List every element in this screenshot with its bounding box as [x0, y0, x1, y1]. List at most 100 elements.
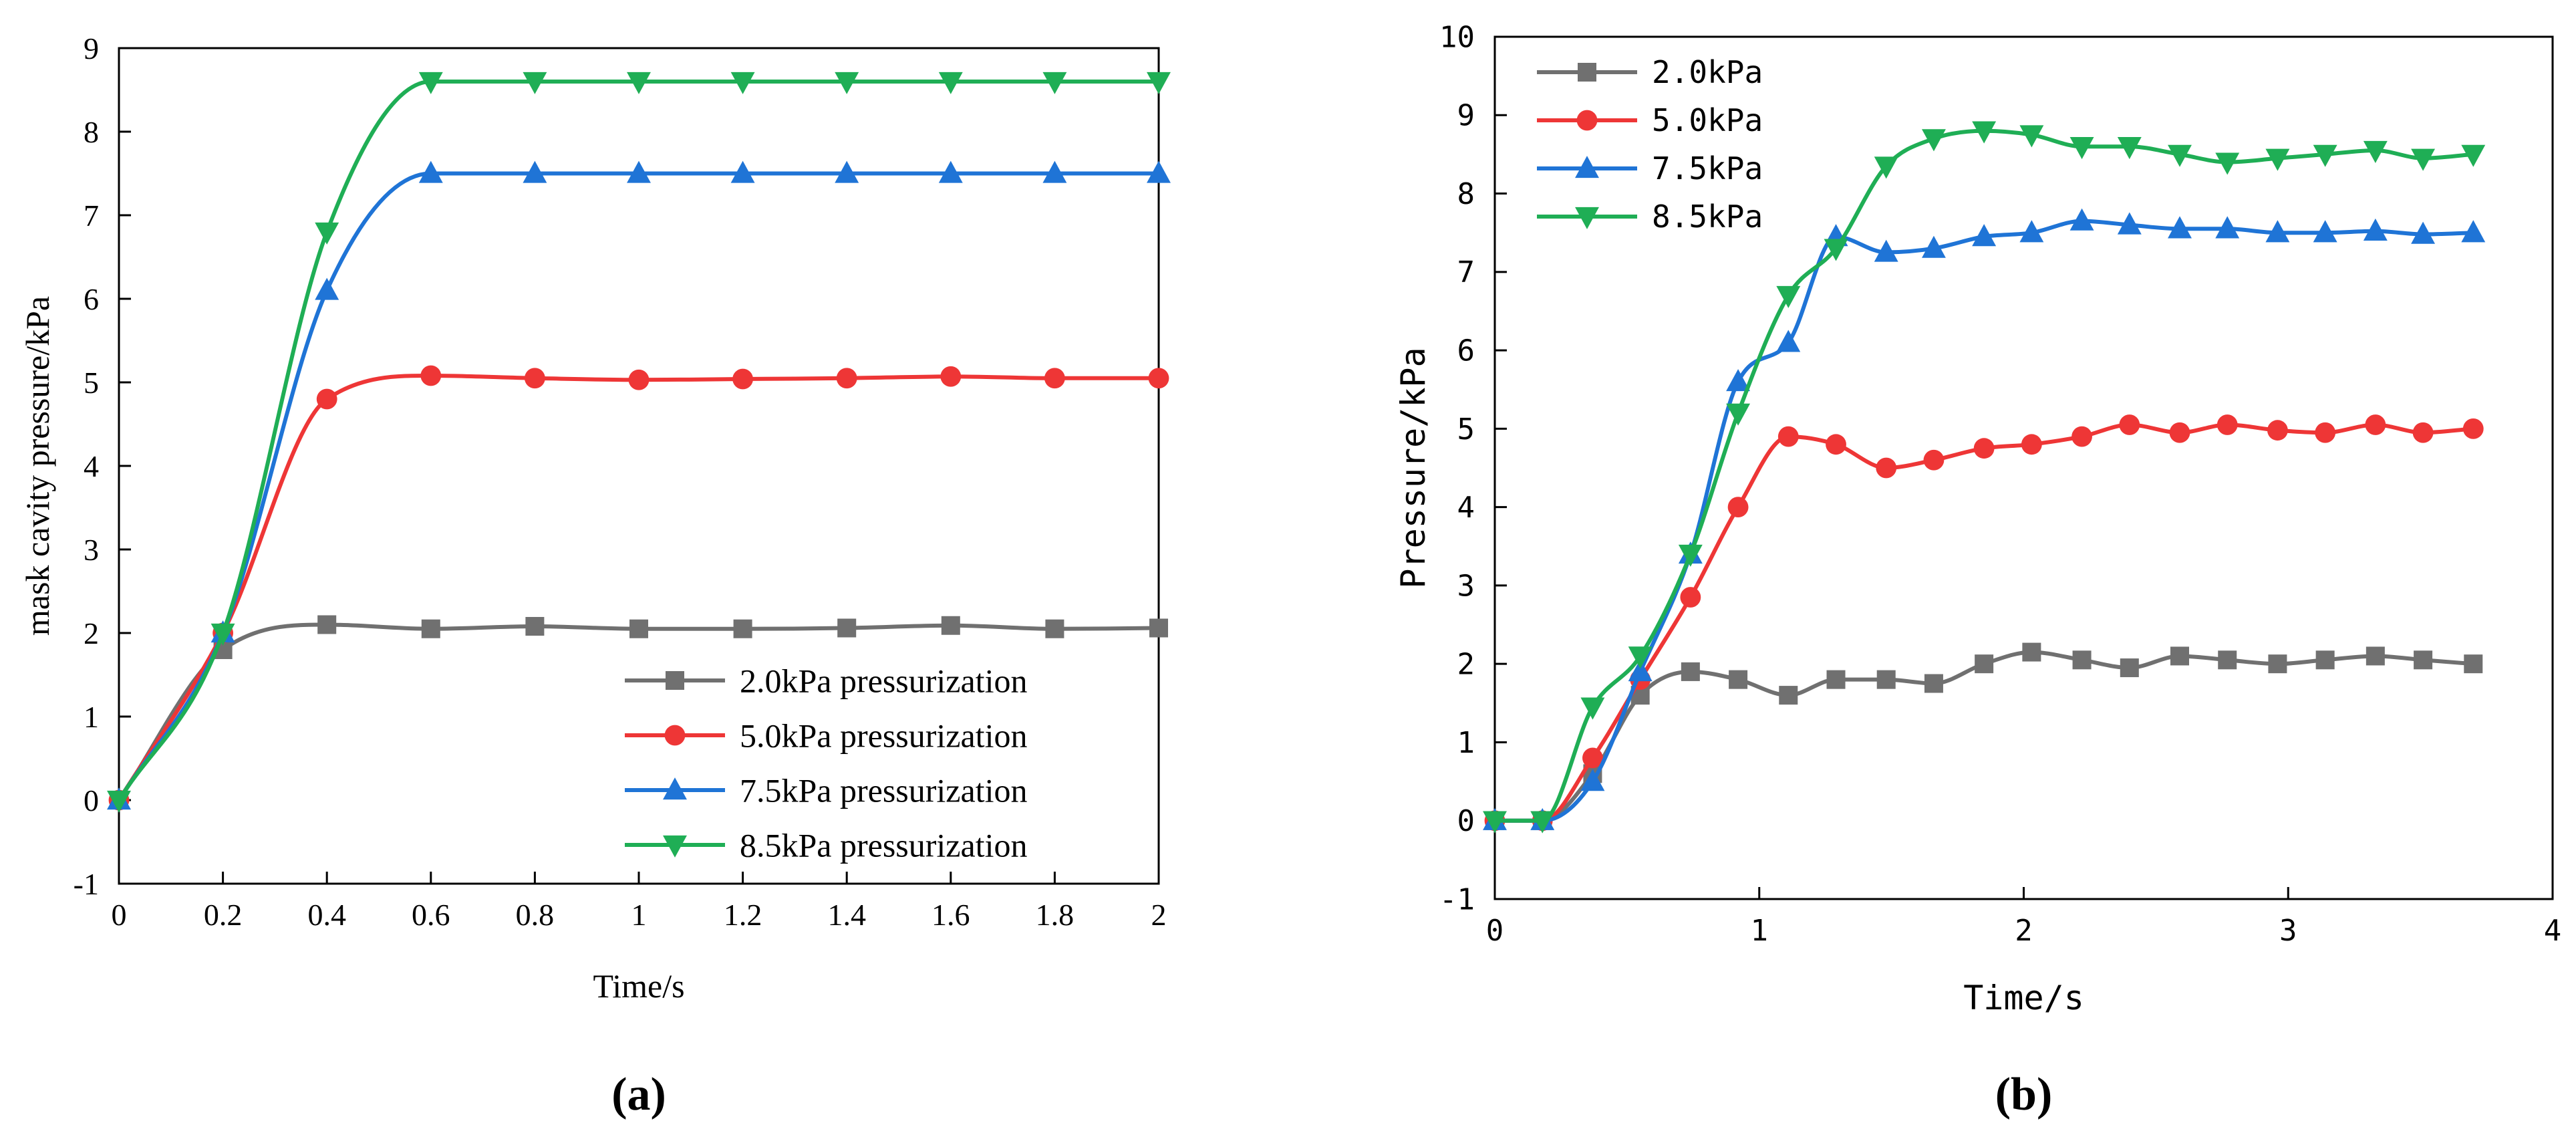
panel-label: (b) — [1995, 1069, 2053, 1120]
data-point-8-5kpa — [1530, 811, 1555, 834]
data-point-8-5kpa-pressurization — [1147, 72, 1171, 94]
data-point-5-0kpa — [2267, 420, 2288, 441]
data-point-2-0kpa — [2120, 658, 2139, 678]
data-point-5-0kpa-pressurization — [316, 388, 337, 410]
data-point-2-0kpa — [2464, 654, 2483, 674]
x-tick-label: 1.4 — [827, 898, 866, 932]
y-tick-label: 3 — [1457, 569, 1475, 603]
legend-marker-7-5kpa — [1575, 156, 1599, 178]
x-tick-label: 0.8 — [516, 898, 555, 932]
data-point-8-5kpa-pressurization — [315, 222, 339, 245]
data-point-7-5kpa — [2363, 218, 2388, 241]
y-tick-label: 5 — [84, 366, 99, 400]
data-point-2-0kpa-pressurization — [1045, 619, 1064, 638]
data-point-7-5kpa-pressurization — [315, 277, 339, 300]
x-axis-label: Time/s — [593, 967, 684, 1005]
y-tick-label: 9 — [84, 31, 99, 66]
x-tick-label: 0 — [112, 898, 127, 932]
data-point-7-5kpa-pressurization — [938, 160, 963, 183]
data-point-2-0kpa-pressurization — [941, 616, 960, 635]
legend-marker-5-0kpa-pressurization — [664, 725, 686, 746]
y-tick-label: 7 — [84, 199, 99, 233]
data-point-8-5kpa — [2411, 148, 2436, 171]
data-point-7-5kpa — [1726, 369, 1751, 392]
data-point-5-0kpa-pressurization — [940, 366, 962, 387]
data-point-2-0kpa — [2072, 650, 2092, 670]
legend-marker-8-5kpa — [1575, 207, 1599, 229]
data-point-7-5kpa — [2411, 221, 2436, 244]
data-point-5-0kpa — [2216, 414, 2238, 435]
data-point-2-0kpa — [1826, 670, 1846, 689]
data-point-7-5kpa — [2069, 208, 2094, 231]
data-point-8-5kpa-pressurization — [418, 72, 443, 94]
x-tick-label: 2 — [2015, 914, 2033, 948]
y-tick-label: 0 — [84, 783, 99, 817]
data-point-7-5kpa — [1921, 235, 1946, 258]
data-point-8-5kpa-pressurization — [1042, 72, 1067, 94]
data-point-8-5kpa — [1824, 239, 1848, 261]
y-tick-label: 3 — [84, 533, 99, 567]
legend-label-7-5kpa-pressurization: 7.5kPa pressurization — [740, 772, 1027, 809]
data-point-2-0kpa — [1681, 662, 1700, 681]
data-point-5-0kpa — [1680, 587, 1701, 608]
data-point-8-5kpa — [2168, 144, 2192, 167]
data-point-7-5kpa — [1874, 239, 1898, 262]
data-point-5-0kpa — [1727, 497, 1749, 518]
data-point-5-0kpa-pressurization — [525, 368, 545, 389]
data-point-7-5kpa — [2265, 220, 2290, 243]
data-point-8-5kpa-pressurization — [938, 72, 963, 94]
series-line-5-0kpa-pressurization — [117, 374, 1159, 801]
data-point-8-5kpa — [1628, 646, 1653, 669]
data-point-8-5kpa — [2313, 144, 2337, 167]
data-point-7-5kpa — [2215, 216, 2240, 239]
data-point-5-0kpa — [2119, 414, 2140, 435]
x-axis-label: Time/s — [1963, 979, 2084, 1017]
y-tick-label: 9 — [1457, 99, 1475, 133]
data-point-8-5kpa-pressurization — [730, 72, 755, 94]
data-point-2-0kpa-pressurization — [629, 619, 648, 638]
data-point-2-0kpa-pressurization — [317, 615, 337, 634]
series-line-7-5kpa-pressurization — [117, 171, 1159, 801]
data-point-7-5kpa-pressurization — [1042, 160, 1067, 183]
y-tick-label: 6 — [1457, 334, 1475, 368]
data-point-8-5kpa — [2117, 137, 2142, 160]
x-tick-label: 4 — [2544, 914, 2562, 948]
data-point-8-5kpa — [1580, 697, 1605, 720]
data-point-7-5kpa-pressurization — [1147, 160, 1171, 183]
y-tick-label: 8 — [1457, 177, 1475, 211]
data-point-5-0kpa — [1973, 438, 1995, 459]
y-tick-label: 4 — [84, 449, 99, 483]
x-tick-label: 0.4 — [307, 898, 346, 932]
legend-marker-2-0kpa — [1578, 63, 1596, 82]
y-tick-label: -1 — [74, 867, 99, 901]
series-line-5-0kpa — [1495, 422, 2474, 823]
data-point-5-0kpa-pressurization — [628, 369, 650, 390]
data-point-2-0kpa-pressurization — [525, 617, 545, 636]
data-point-5-0kpa — [2071, 426, 2092, 447]
legend-marker-7-5kpa-pressurization — [663, 777, 687, 800]
legend-label-8-5kpa: 8.5kPa — [1652, 199, 1763, 235]
data-point-2-0kpa-pressurization — [733, 619, 752, 638]
legend-label-5-0kpa: 5.0kPa — [1652, 102, 1763, 138]
data-point-5-0kpa — [2169, 422, 2190, 443]
data-point-8-5kpa — [2363, 140, 2388, 163]
data-point-8-5kpa — [2265, 148, 2290, 171]
data-point-2-0kpa — [1729, 670, 1748, 689]
legend-label-2-0kpa: 2.0kPa — [1652, 54, 1763, 90]
x-tick-label: 0 — [1486, 914, 1504, 948]
data-point-5-0kpa — [1826, 434, 1846, 455]
x-tick-label: 3 — [2279, 914, 2297, 948]
x-tick-label: 1.8 — [1036, 898, 1075, 932]
data-point-7-5kpa — [2168, 216, 2192, 239]
legend-marker-2-0kpa-pressurization — [666, 671, 684, 690]
data-point-7-5kpa — [1776, 330, 1801, 352]
data-point-8-5kpa — [1874, 156, 1898, 179]
x-tick-label: 1 — [1751, 914, 1769, 948]
data-point-7-5kpa-pressurization — [418, 160, 443, 183]
data-point-5-0kpa — [2365, 414, 2386, 435]
legend-label-2-0kpa-pressurization: 2.0kPa pressurization — [740, 662, 1027, 700]
data-point-5-0kpa-pressurization — [836, 368, 857, 389]
y-tick-label: 8 — [84, 115, 99, 149]
